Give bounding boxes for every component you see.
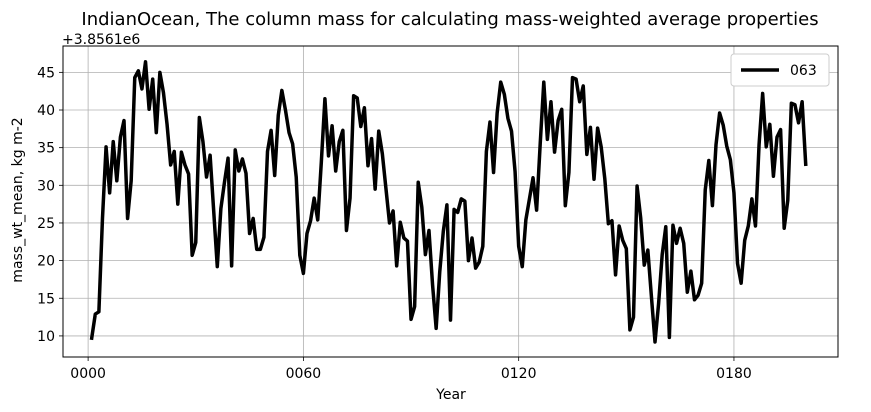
ticks: 0000 0060 0120 0180 10 15 20 25 30 35 40 45 bbox=[37, 65, 752, 382]
y-tick-label: 20 bbox=[37, 254, 55, 270]
y-tick-label: 35 bbox=[37, 141, 55, 157]
y-offset-label: +3.8561e6 bbox=[62, 32, 140, 48]
legend-box bbox=[730, 53, 830, 87]
x-tick-label: 0180 bbox=[716, 366, 752, 382]
series-layer bbox=[89, 60, 808, 344]
y-axis-label: mass_wt_mean, kg m-2 bbox=[10, 117, 26, 282]
y-tick-label: 30 bbox=[37, 178, 55, 194]
x-tick-label: 0000 bbox=[70, 366, 106, 382]
x-axis-label: Year bbox=[435, 387, 466, 403]
y-tick-label: 25 bbox=[37, 216, 55, 232]
chart-title: IndianOcean, The column mass for calcula… bbox=[81, 9, 818, 30]
x-tick-label: 0060 bbox=[286, 366, 322, 382]
plot-frame bbox=[62, 45, 839, 358]
x-tick-label: 0120 bbox=[501, 366, 537, 382]
y-tick-label: 45 bbox=[37, 65, 55, 81]
y-tick-label: 10 bbox=[37, 329, 55, 345]
legend: 063 bbox=[730, 53, 830, 87]
series-line bbox=[89, 60, 808, 344]
y-tick-label: 15 bbox=[37, 291, 55, 307]
legend-label: 063 bbox=[790, 63, 817, 79]
y-tick-label: 40 bbox=[37, 103, 55, 119]
